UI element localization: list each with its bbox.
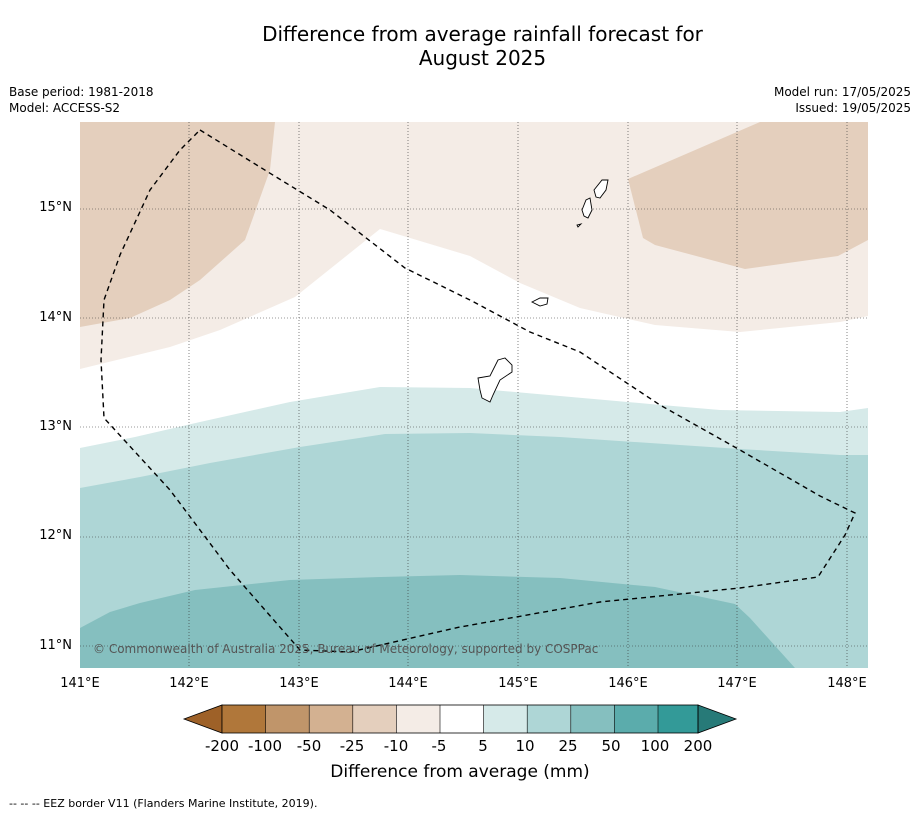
graticule — [80, 122, 868, 668]
island-saipan — [593, 179, 609, 199]
lon-label-142e: 142°E — [169, 676, 209, 691]
colorbar — [182, 704, 738, 734]
map-title: Difference from average rainfall forecas… — [0, 22, 919, 70]
lat-label-11n: 11°N — [39, 638, 72, 653]
lon-label-144e: 144°E — [388, 676, 428, 691]
island-rota — [530, 297, 549, 307]
contour-25-to-50 — [80, 575, 795, 668]
title-line-1: Difference from average rainfall forecas… — [262, 22, 703, 46]
colorbar-tick-11: 100 — [640, 737, 670, 755]
contour-minus25-to-minus10-east — [628, 122, 868, 269]
colorbar-tick-1: -200 — [204, 737, 240, 755]
lat-label-12n: 12°N — [39, 528, 72, 543]
colorbar-title: Difference from average (mm) — [330, 762, 590, 782]
lon-label-145e: 145°E — [498, 676, 538, 691]
lat-label-15n: 15°N — [39, 200, 72, 215]
colorbar-tick-9: 25 — [558, 737, 578, 755]
colorbar-extend-low — [182, 704, 223, 734]
island-tinian — [581, 197, 593, 219]
colorbar-bin-6 — [440, 705, 484, 733]
eez-border — [100, 129, 856, 653]
lat-label-14n: 14°N — [39, 310, 72, 325]
colorbar-extend-high — [697, 704, 738, 734]
colorbar-tick-7: 5 — [478, 737, 488, 755]
lat-label-13n: 13°N — [39, 419, 72, 434]
model-run: Model run: 17/05/2025 — [773, 85, 911, 99]
colorbar-bin-3 — [309, 705, 353, 733]
lon-label-143e: 143°E — [279, 676, 319, 691]
colorbar-bin-5 — [396, 705, 440, 733]
colorbar-tick-5: -10 — [383, 737, 409, 755]
colorbar-bin-7 — [483, 705, 528, 733]
colorbar-bin-2 — [265, 705, 310, 733]
colorbar-tick-2: -100 — [247, 737, 283, 755]
lon-label-141e: 141°E — [60, 676, 100, 691]
base-period: Base period: 1981-2018 — [9, 85, 154, 99]
island-aguijan — [576, 223, 583, 228]
contour-minus25-to-minus10-west — [80, 122, 275, 327]
model-name: Model: ACCESS-S2 — [9, 101, 121, 115]
colorbar-tick-10: 50 — [601, 737, 621, 755]
lon-label-147e: 147°E — [717, 676, 757, 691]
colorbar-bin-11 — [658, 705, 698, 733]
colorbar-bin-1 — [222, 705, 266, 733]
colorbar-bin-8 — [527, 705, 571, 733]
colorbar-tick-4: -25 — [339, 737, 365, 755]
meta-right: Model run: 17/05/2025 Issued: 19/05/2025 — [774, 84, 911, 116]
colorbar-tick-12: 200 — [683, 737, 713, 755]
colorbar-tick-3: -50 — [296, 737, 322, 755]
colorbar-tick-6: -5 — [431, 737, 447, 755]
title-line-2: August 2025 — [418, 46, 547, 70]
meta-left: Base period: 1981-2018 Model: ACCESS-S2 — [9, 84, 154, 116]
colorbar-bin-9 — [570, 705, 615, 733]
lon-label-148e: 148°E — [827, 676, 867, 691]
colorbar-bin-4 — [352, 705, 397, 733]
rainfall-map — [80, 122, 868, 668]
lon-label-146e: 146°E — [608, 676, 648, 691]
eez-footnote: -- -- -- EEZ border V11 (Flanders Marine… — [9, 797, 318, 810]
colorbar-tick-8: 10 — [515, 737, 535, 755]
island-guam — [477, 357, 513, 403]
islands — [477, 179, 609, 403]
colorbar-bin-10 — [614, 705, 658, 733]
copyright-notice: © Commonwealth of Australia 2025, Bureau… — [93, 642, 599, 656]
issued-date: Issued: 19/05/2025 — [795, 101, 911, 115]
